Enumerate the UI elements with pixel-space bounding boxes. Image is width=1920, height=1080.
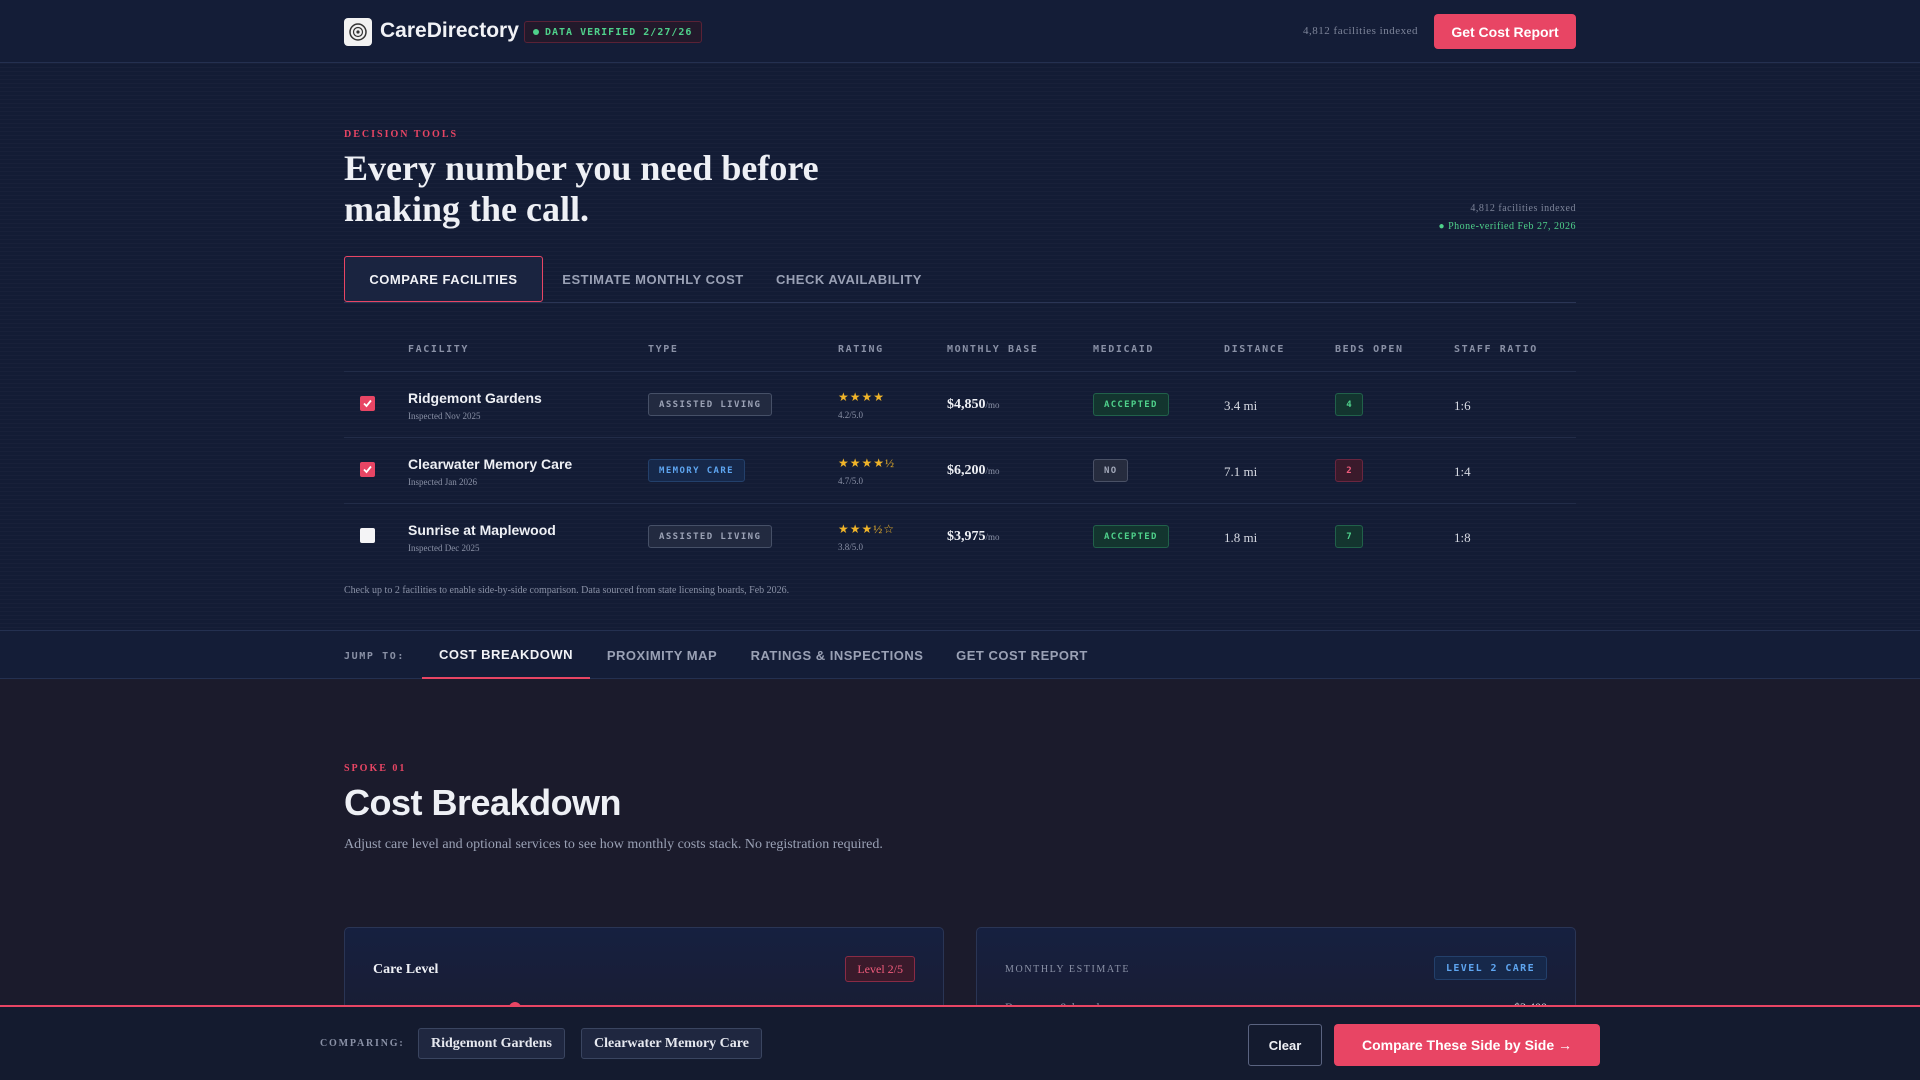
- column-header-type: TYPE: [648, 344, 679, 355]
- monthly-base-price: $3,975/mo: [947, 529, 1000, 544]
- facility-type-badge: ASSISTED LIVING: [648, 393, 773, 416]
- rating-score: 3.8/5.0: [838, 542, 864, 552]
- comparing-chip[interactable]: Ridgemont Gardens: [418, 1028, 565, 1059]
- inspection-date: Inspected Jan 2026: [408, 477, 477, 487]
- comparing-label: COMPARING:: [320, 1038, 405, 1049]
- jump-link-get-cost-report[interactable]: GET COST REPORT: [956, 647, 1088, 663]
- rating-score: 4.7/5.0: [838, 476, 864, 486]
- column-header-staff-ratio: STAFF RATIO: [1454, 344, 1538, 355]
- table-row[interactable]: Sunrise at Maplewood Inspected Dec 2025 …: [344, 503, 1576, 569]
- facility-name[interactable]: Clearwater Memory Care: [408, 456, 573, 472]
- care-level-label: Care Level: [373, 962, 439, 977]
- jump-link-ratings-inspections[interactable]: RATINGS & INSPECTIONS: [750, 647, 924, 663]
- staff-ratio-value: 1:6: [1454, 398, 1471, 413]
- monthly-base-price: $6,200/mo: [947, 463, 1000, 478]
- beds-open-badge: 2: [1335, 459, 1363, 482]
- compare-bar: COMPARING: Ridgemont Gardens Clearwater …: [0, 1005, 1920, 1080]
- column-header-monthly-base: MONTHLY BASE: [947, 344, 1039, 355]
- beds-open-badge: 7: [1335, 525, 1363, 548]
- hero-indexed-count: 4,812 facilities indexed: [1470, 203, 1576, 214]
- section-eyebrow: SPOKE 01: [344, 763, 407, 774]
- staff-ratio-value: 1:8: [1454, 530, 1471, 545]
- logo-icon[interactable]: [344, 18, 372, 46]
- jump-link-proximity-map[interactable]: PROXIMITY MAP: [606, 647, 718, 663]
- checkmark-icon: [363, 399, 372, 408]
- status-dot-icon: ●: [1438, 221, 1449, 232]
- hero-meta: 4,812 facilities indexed ● Phone-verifie…: [1439, 200, 1576, 236]
- page-title: Every number you need before making the …: [344, 148, 819, 229]
- column-header-distance: DISTANCE: [1224, 344, 1285, 355]
- clear-button[interactable]: Clear: [1248, 1024, 1322, 1066]
- table-footnote: Check up to 2 facilities to enable side-…: [344, 585, 790, 596]
- phone-verified-text: Phone-verified Feb 27, 2026: [1448, 221, 1576, 232]
- row-checkbox[interactable]: [360, 396, 375, 411]
- verified-text: DATA VERIFIED 2/27/26: [545, 26, 693, 38]
- facility-type-badge: MEMORY CARE: [648, 459, 746, 482]
- section-title: Cost Breakdown: [344, 782, 622, 823]
- beds-open-badge: 4: [1335, 393, 1363, 416]
- star-rating-icon: ★★★½☆: [838, 522, 896, 536]
- monthly-estimate-label: MONTHLY ESTIMATE: [1005, 964, 1131, 975]
- jump-link-cost-breakdown[interactable]: COST BREAKDOWN: [422, 631, 590, 679]
- section-description: Adjust care level and optional services …: [344, 837, 883, 852]
- get-cost-report-button[interactable]: Get Cost Report: [1434, 14, 1576, 49]
- row-checkbox[interactable]: [360, 528, 375, 543]
- column-header-medicaid: MEDICAID: [1093, 344, 1154, 355]
- brand-name[interactable]: CareDirectory: [380, 19, 519, 42]
- phone-verified-status: ● Phone-verified Feb 27, 2026: [1439, 218, 1576, 236]
- tab-estimate-monthly-cost[interactable]: ESTIMATE MONTHLY COST: [562, 271, 744, 287]
- column-header-beds-open: BEDS OPEN: [1335, 344, 1404, 355]
- distance-value: 7.1 mi: [1224, 464, 1258, 479]
- distance-value: 1.8 mi: [1224, 530, 1258, 545]
- comparing-chip[interactable]: Clearwater Memory Care: [581, 1028, 762, 1059]
- monthly-base-price: $4,850/mo: [947, 397, 1000, 412]
- facility-name[interactable]: Ridgemont Gardens: [408, 390, 542, 406]
- column-header-rating: RATING: [838, 344, 884, 355]
- staff-ratio-value: 1:4: [1454, 464, 1471, 479]
- tab-check-availability[interactable]: CHECK AVAILABILITY: [776, 271, 922, 287]
- jump-to-nav: JUMP TO: COST BREAKDOWN PROXIMITY MAP RA…: [0, 630, 1920, 679]
- checkmark-icon: [363, 465, 372, 474]
- medicaid-badge: ACCEPTED: [1093, 393, 1169, 416]
- hero-eyebrow: DECISION TOOLS: [344, 129, 459, 140]
- jump-to-label: JUMP TO:: [344, 651, 405, 662]
- status-dot-icon: [533, 29, 539, 35]
- inspection-date: Inspected Nov 2025: [408, 411, 481, 421]
- care-level-badge: Level 2/5: [845, 956, 915, 982]
- medicaid-badge: ACCEPTED: [1093, 525, 1169, 548]
- tool-tabs: COMPARE FACILITIES ESTIMATE MONTHLY COST…: [344, 256, 1576, 303]
- facilities-indexed-count: 4,812 facilities indexed: [1303, 25, 1418, 37]
- inspection-date: Inspected Dec 2025: [408, 543, 480, 553]
- care-level-tag: LEVEL 2 CARE: [1433, 956, 1547, 980]
- table-row[interactable]: Ridgemont Gardens Inspected Nov 2025 ASS…: [344, 371, 1576, 437]
- table-row[interactable]: Clearwater Memory Care Inspected Jan 202…: [344, 437, 1576, 503]
- medicaid-badge: NO: [1093, 459, 1129, 482]
- facility-type-badge: ASSISTED LIVING: [648, 525, 773, 548]
- star-rating-icon: ★★★★½: [838, 456, 896, 470]
- row-checkbox[interactable]: [360, 462, 375, 477]
- compare-side-by-side-button[interactable]: Compare These Side by Side →: [1334, 1024, 1600, 1066]
- facility-name[interactable]: Sunrise at Maplewood: [408, 522, 556, 538]
- top-navbar: CareDirectory DATA VERIFIED 2/27/26 4,81…: [0, 0, 1920, 63]
- star-rating-icon: ★★★★: [838, 390, 886, 404]
- distance-value: 3.4 mi: [1224, 398, 1258, 413]
- tab-compare-facilities[interactable]: COMPARE FACILITIES: [344, 256, 543, 302]
- column-header-facility: FACILITY: [408, 344, 469, 355]
- rating-score: 4.2/5.0: [838, 410, 864, 420]
- data-verified-badge: DATA VERIFIED 2/27/26: [524, 21, 703, 43]
